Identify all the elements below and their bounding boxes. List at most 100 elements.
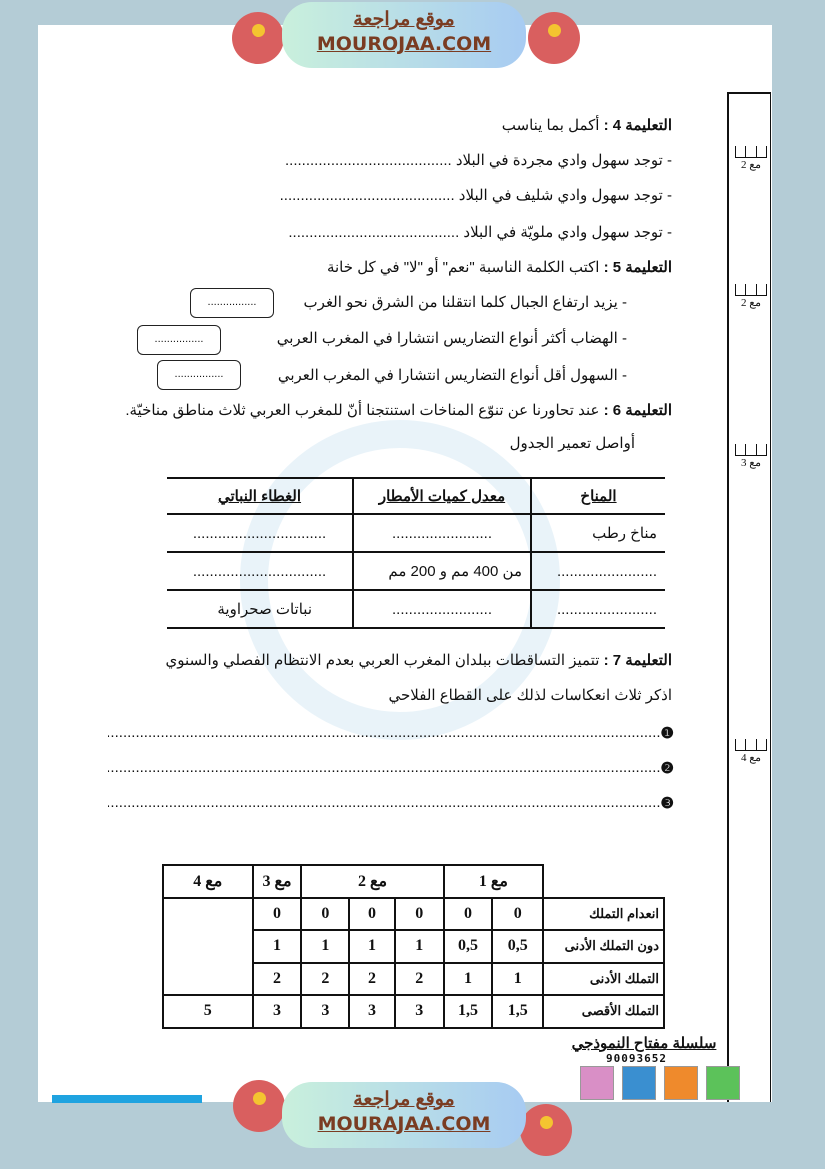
table-cell[interactable]: ........................ (352, 590, 531, 629)
column-header: المناخ (530, 478, 665, 515)
climate-table: المناخ معدل كميات الأمطار الغطاء النباتي… (167, 477, 665, 629)
dotted-line: ........................................… (108, 724, 661, 741)
instruction5-line: - السهول أقل أنواع التضاريس انتشارا في ا… (277, 367, 627, 384)
grading-row: التملك الأقصى 1,5 1,5 3 3 3 3 5 (162, 994, 665, 1029)
score-cell: 2 (251, 961, 303, 996)
banner-arabic: موقع مراجعة (353, 1089, 455, 1110)
score-cell: 3 (348, 994, 396, 1029)
table-cell[interactable]: ........................ (530, 590, 665, 629)
book-cover (664, 1066, 698, 1100)
table-cell[interactable]: ........................ (352, 514, 531, 553)
grading-header-row: مع 1 مع 2 مع 3 مع 4 (162, 864, 664, 899)
instruction5-line: - يزيد ارتفاع الجبال كلما انتقلنا من الش… (303, 294, 627, 311)
site-logo-left (233, 1080, 285, 1132)
answer-line-1[interactable]: ❶.......................................… (108, 724, 674, 742)
site-logo-left (232, 12, 284, 64)
table-row: مناخ رطب ........................ ......… (167, 514, 665, 553)
instruction4-line: - توجد سهول وادي شليف في البلاد ........… (279, 187, 672, 204)
score-slot: مع 2 (733, 284, 769, 309)
row-label: التملك الأقصى (542, 994, 665, 1029)
site-logo-right (528, 12, 580, 64)
answer-box[interactable]: ................ (157, 360, 241, 390)
instruction7-sub: اذكر ثلاث انعكاسات لذلك على القطاع الفلا… (388, 687, 672, 704)
banner-latin: MOURAJAA.COM (317, 1113, 491, 1135)
book-cover (706, 1066, 740, 1100)
answer-box[interactable]: ................ (137, 325, 221, 355)
site-logo-right (520, 1104, 572, 1156)
instruction5-line: - الهضاب أكثر أنواع التضاريس انتشارا في … (276, 330, 627, 347)
book-cover (580, 1066, 614, 1100)
promo-title: سلسلة مفتاح النموذجي (571, 1035, 717, 1052)
score-cell: 1,5 (491, 994, 545, 1029)
score-cell: 3 (251, 994, 303, 1029)
row-label: انعدام التملك (542, 896, 665, 931)
criterion-header: مع 1 (442, 864, 545, 899)
table-header-row: المناخ معدل كميات الأمطار الغطاء النباتي (167, 478, 665, 515)
score-slot: مع 3 (733, 444, 769, 469)
table-cell: نباتات صحراوية (167, 590, 353, 629)
table-cell: من 400 مم و 200 مم (352, 552, 531, 591)
column-header: الغطاء النباتي (167, 478, 353, 515)
table-cell[interactable]: ........................ (530, 552, 665, 591)
header-banner[interactable]: موقع مراجعة MOUROJAA.COM (282, 2, 526, 68)
score-cell: 2 (348, 961, 396, 996)
score-cell: 1 (251, 929, 303, 964)
instruction7-heading: التعليمة 7 : تتميز التساقطات ببلدان المغ… (165, 652, 673, 669)
score-cell: 1,5 (442, 994, 494, 1029)
score-slot: مع 4 (733, 739, 769, 764)
score-cell: 0,5 (442, 929, 494, 964)
criterion-header: مع 3 (251, 864, 303, 899)
bullet-2: ❷ (660, 760, 674, 777)
instruction6-sub: أواصل تعمير الجدول (509, 435, 635, 452)
instruction4-line: - توجد سهول وادي مجردة في البلاد .......… (285, 152, 672, 169)
row-label: التملك الأدنى (542, 961, 665, 996)
score-cell: 0 (251, 896, 303, 931)
score-cell: 0 (393, 896, 445, 931)
score-cell: 0,5 (491, 929, 545, 964)
table-row: ........................ ...............… (167, 590, 665, 629)
score-slot: مع 2 (733, 146, 769, 171)
score-cell: 0 (300, 896, 351, 931)
criterion-header: مع 4 (162, 864, 254, 899)
score-cell: 2 (300, 961, 351, 996)
bullet-3: ❸ (660, 795, 674, 812)
answer-line-2[interactable]: ❷.......................................… (108, 759, 674, 777)
score-cell: 0 (442, 896, 494, 931)
table-row: ........................ من 400 مم و 200… (167, 552, 665, 591)
instruction4-line: - توجد سهول وادي ملويّة في البلاد ......… (288, 224, 672, 241)
score-cell: 3 (393, 994, 445, 1029)
instruction6-heading: التعليمة 6 : عند تحاورنا عن تنوّع المناخ… (125, 402, 672, 419)
promo-phone: 90093652 (606, 1052, 667, 1065)
answer-line-3[interactable]: ❸.......................................… (108, 794, 674, 812)
banner-arabic: موقع مراجعة (353, 9, 455, 30)
row-label: دون التملك الأدنى (542, 929, 665, 964)
column-header: معدل كميات الأمطار (352, 478, 531, 515)
dotted-line: ........................................… (108, 794, 661, 811)
banner-latin: MOUROJAA.COM (316, 33, 492, 55)
footer-bar (52, 1095, 202, 1103)
answer-box[interactable]: ................ (190, 288, 274, 318)
score-cell: 1 (442, 961, 494, 996)
score-cell: 2 (393, 961, 445, 996)
score-cell: 0 (348, 896, 396, 931)
score-cell: 5 (162, 994, 254, 1029)
grading-row: دون التملك الأدنى 0,5 0,5 1 1 1 1 (163, 929, 665, 964)
book-covers (580, 1066, 740, 1100)
instruction5-heading: التعليمة 5 : اكتب الكلمة الناسبة "نعم" أ… (326, 259, 672, 276)
table-cell[interactable]: ................................ (167, 514, 353, 553)
score-cell: 1 (491, 961, 545, 996)
score-cell (162, 896, 254, 996)
criterion-header: مع 2 (300, 864, 445, 899)
book-cover (622, 1066, 656, 1100)
table-cell: مناخ رطب (530, 514, 665, 553)
footer-banner[interactable]: موقع مراجعة MOURAJAA.COM (282, 1082, 526, 1148)
score-cell: 1 (393, 929, 445, 964)
instruction4-heading: التعليمة 4 : أكمل بما يناسب (501, 117, 672, 134)
dotted-line: ........................................… (108, 759, 661, 776)
score-cell: 3 (300, 994, 351, 1029)
table-cell[interactable]: ................................ (167, 552, 353, 591)
score-cell: 0 (491, 896, 545, 931)
